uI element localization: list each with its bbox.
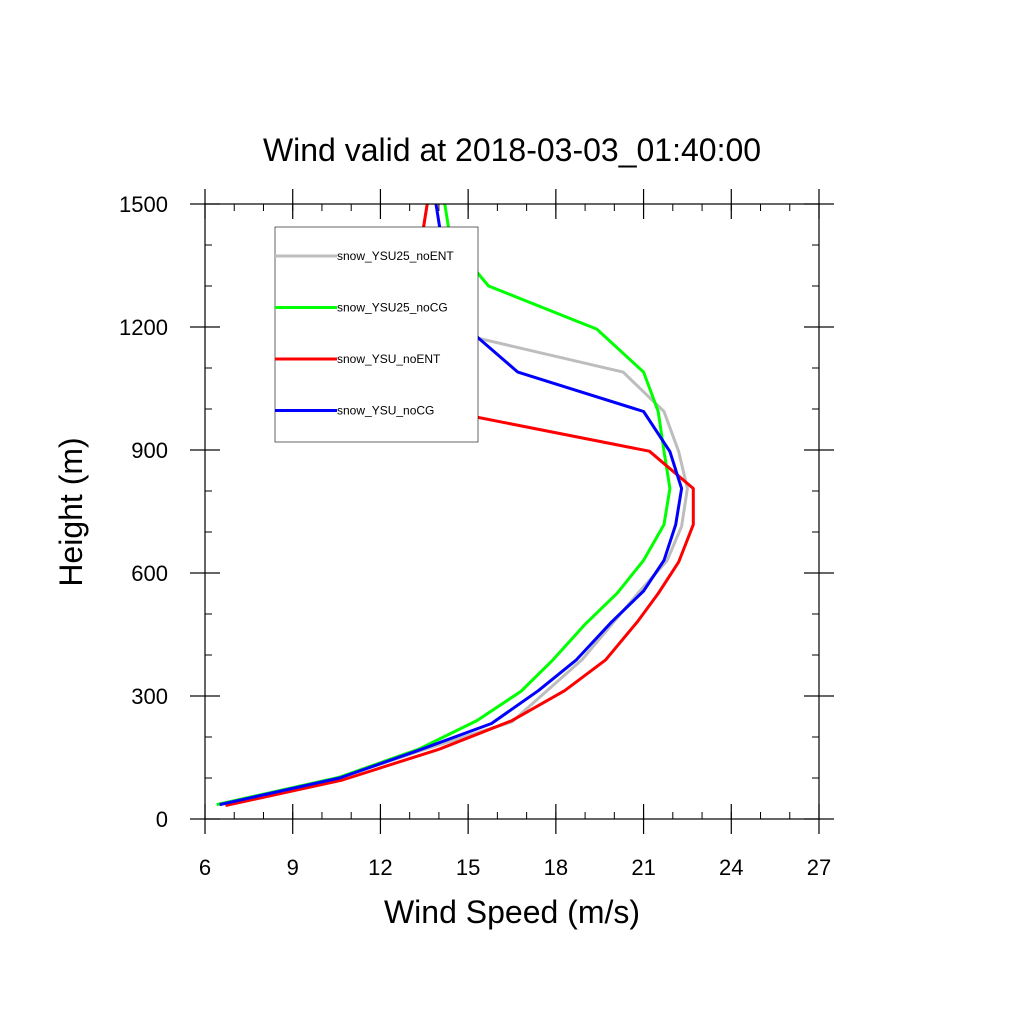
x-tick-label: 21 — [631, 855, 655, 880]
x-tick-label: 9 — [287, 855, 299, 880]
y-tick-label: 600 — [131, 561, 168, 586]
x-tick-label: 6 — [199, 855, 211, 880]
x-tick-label: 24 — [719, 855, 743, 880]
y-tick-label: 0 — [156, 807, 168, 832]
x-tick-label: 15 — [456, 855, 480, 880]
x-tick-label: 27 — [807, 855, 831, 880]
chart-title: Wind valid at 2018-03-03_01:40:00 — [263, 132, 761, 168]
x-axis-title: Wind Speed (m/s) — [384, 894, 640, 930]
plot-frame — [204, 203, 820, 820]
legend-box — [274, 226, 479, 443]
y-tick-label: 300 — [131, 684, 168, 709]
legend-label: snow_YSU_noENT — [337, 352, 441, 366]
major-ticks — [190, 189, 834, 834]
y-tick-label: 1500 — [119, 192, 168, 217]
series-line-snow_YSU25_noCG — [216, 203, 672, 807]
legend: snow_YSU25_noENT snow_YSU25_noCG snow_YSU_… — [274, 226, 479, 443]
legend-label: snow_YSU25_noCG — [337, 301, 448, 315]
legend-label: snow_YSU25_noENT — [337, 249, 454, 263]
y-tick-label: 900 — [131, 438, 168, 463]
x-tick-label: 18 — [544, 855, 568, 880]
tick-labels: 6 9 12 15 18 21 24 27 0 300 600 900 1200 1500 — [119, 192, 831, 880]
y-tick-label: 1200 — [119, 315, 168, 340]
legend-label: snow_YSU_noCG — [337, 404, 434, 418]
x-tick-label: 12 — [368, 855, 392, 880]
y-axis-title: Height (m) — [53, 437, 89, 586]
